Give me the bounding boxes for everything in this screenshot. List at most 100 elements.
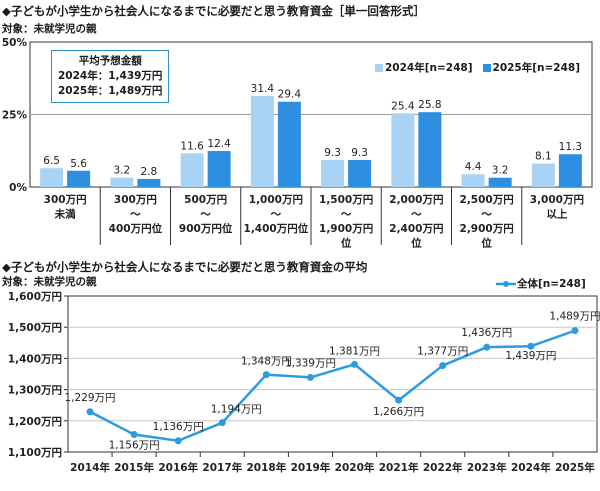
line-chart-title: ◆子どもが小学生から社会人になるまでに必要だと思う教育資金の平均 <box>2 260 368 274</box>
bar-value-label: 4.4 <box>465 161 482 173</box>
point-value-label: 1,381万円 <box>329 345 380 357</box>
series-line <box>89 329 576 443</box>
point-value-label: 1,266万円 <box>373 406 424 418</box>
line-xtick-label: 2022年 <box>423 461 463 474</box>
bar-2024 <box>531 163 555 187</box>
point-value-label: 1,377万円 <box>417 346 468 358</box>
line-xtick-label: 2016年 <box>158 461 198 474</box>
category-label: 1,500万円 <box>319 194 373 206</box>
bar-value-label: 31.4 <box>251 83 275 95</box>
category-label: 1,000万円 <box>249 194 303 206</box>
bar-2025 <box>418 112 442 187</box>
line-legend: 全体[n=248] <box>495 276 586 291</box>
legend-swatch-2025 <box>482 63 491 72</box>
category-label: 1,400万円位 <box>244 222 309 235</box>
line-xtick-label: 2018年 <box>247 461 287 474</box>
category-label: 位 <box>481 237 492 250</box>
category-label: 400万円位 <box>109 222 163 235</box>
bar-value-label: 8.1 <box>535 151 552 163</box>
series-point <box>483 343 491 351</box>
category-label: 500万円 <box>184 194 227 206</box>
line-xtick-label: 2023年 <box>467 461 507 474</box>
line-ytick-label: 1,100万円 <box>8 447 62 459</box>
point-value-label: 1,439万円 <box>505 350 556 362</box>
series-point <box>571 327 579 335</box>
legend-swatch-2024 <box>375 63 383 72</box>
category-label: 300万円 <box>44 194 87 206</box>
bar-chart-title: ◆子どもが小学生から社会人になるまでに必要だと思う教育資金［単一回答形式］ <box>2 4 425 18</box>
category-label: 2,000万円 <box>389 194 443 206</box>
point-value-label: 1,436万円 <box>461 327 512 339</box>
bar-2025 <box>488 177 512 187</box>
line-xtick-label: 2017年 <box>202 461 242 474</box>
point-value-label: 1,194万円 <box>211 404 262 416</box>
category-label: 位 <box>341 237 352 250</box>
legend-label-2024: 2024年[n=248] <box>385 62 473 74</box>
average-estimate-title: 平均予想金額 <box>78 55 142 67</box>
category-label: 900万円位 <box>179 222 233 235</box>
bar-value-label: 3.2 <box>114 165 131 177</box>
bar-value-label: 11.6 <box>180 140 204 152</box>
line-ytick-label: 1,200万円 <box>8 416 62 428</box>
bar-value-label: 11.3 <box>559 141 582 153</box>
bar-2024 <box>321 160 345 187</box>
bar-2024 <box>110 177 134 187</box>
line-xtick-label: 2014年 <box>70 461 110 474</box>
category-label: 未満 <box>54 208 76 221</box>
series-point <box>306 373 314 381</box>
category-label: 3,000万円 <box>530 194 584 206</box>
line-ytick-label: 1,300万円 <box>8 385 62 397</box>
bar-2024 <box>180 153 204 187</box>
point-value-label: 1,339万円 <box>285 357 336 369</box>
average-estimate-2025: 2025年：1,489万円 <box>58 85 163 97</box>
category-label: 2,500万円 <box>460 194 514 206</box>
bar-value-label: 5.6 <box>70 158 87 170</box>
bar-2025 <box>277 101 301 187</box>
series-point <box>439 362 447 370</box>
line-legend-label: 全体[n=248] <box>517 278 586 290</box>
bar-value-label: 9.3 <box>351 147 368 159</box>
series-point <box>174 437 182 445</box>
bar-2025 <box>137 178 161 187</box>
series-point <box>395 396 403 404</box>
series-point <box>527 342 535 350</box>
category-label: 〜 <box>271 209 282 221</box>
point-value-label: 1,348万円 <box>241 356 292 368</box>
bar-chart: 0% 25% 50% 6.5 5.6 3.2 2.8 11.6 12.4 31.4 29.4 9.3… <box>2 37 593 250</box>
line-ytick-label: 1,400万円 <box>8 353 62 365</box>
line-legend-marker <box>496 280 516 287</box>
line-chart-subtitle: 対象：未就学児の親 <box>2 276 97 288</box>
line-ytick-label: 1,600万円 <box>8 291 62 303</box>
series-point <box>262 371 270 379</box>
bar-2025 <box>558 154 582 187</box>
series-point <box>130 431 138 439</box>
bar-2024 <box>40 168 64 187</box>
line-ytick-label: 1,500万円 <box>8 322 62 334</box>
bar-value-label: 29.4 <box>278 89 302 101</box>
bar-value-label: 2.8 <box>141 166 158 178</box>
bar-2024 <box>461 174 485 187</box>
bar-2024 <box>250 95 274 187</box>
bar-chart-subtitle: 対象：未就学児の親 <box>2 23 97 35</box>
line-xtick-label: 2024年 <box>511 461 551 474</box>
line-xtick-label: 2025年 <box>555 461 595 474</box>
category-label: 300万円 <box>114 194 157 206</box>
point-value-label: 1,489万円 <box>549 311 600 323</box>
line-xtick-label: 2020年 <box>335 461 375 474</box>
line-plot-frame <box>67 295 598 453</box>
average-estimate-2024: 2024年：1,439万円 <box>58 70 163 82</box>
category-label: 以上 <box>546 208 567 221</box>
series-point <box>218 419 226 427</box>
category-label: 〜 <box>130 209 141 221</box>
category-label: 位 <box>411 237 422 250</box>
bar-ytick-label: 50% <box>2 37 28 49</box>
legend-label-2025: 2025年[n=248] <box>492 62 581 74</box>
point-value-label: 1,156万円 <box>109 440 160 452</box>
bar-value-label: 3.2 <box>492 165 509 177</box>
bar-value-label: 6.5 <box>43 155 60 167</box>
bar-ytick-label: 25% <box>2 110 28 122</box>
bar-2024 <box>391 113 415 187</box>
series-point <box>86 408 94 416</box>
bar-value-label: 9.3 <box>324 147 341 159</box>
